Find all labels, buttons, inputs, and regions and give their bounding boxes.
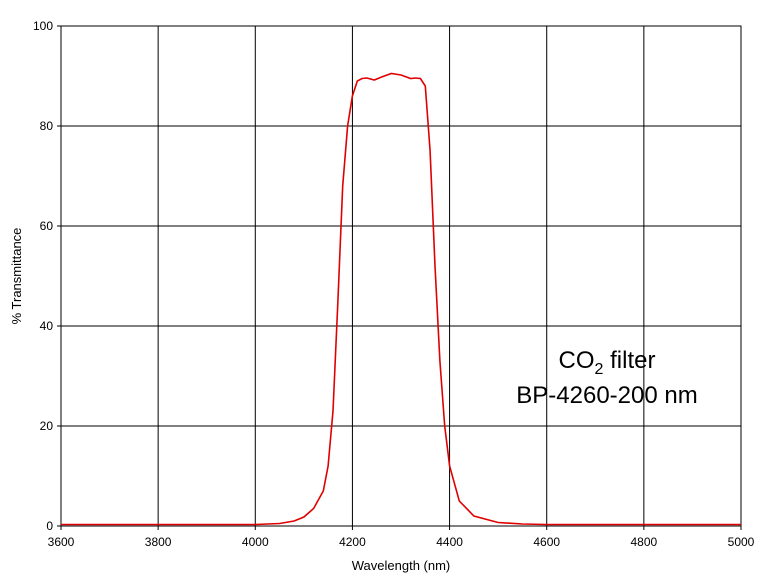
annotation-subscript: 2 xyxy=(595,361,604,378)
x-tick-label: 3800 xyxy=(145,535,172,549)
x-tick-label: 4200 xyxy=(339,535,366,549)
y-tick-label: 0 xyxy=(46,519,53,533)
y-tick-label: 100 xyxy=(33,19,53,33)
x-tick-label: 4800 xyxy=(631,535,658,549)
x-axis-label: Wavelength (nm) xyxy=(352,558,451,573)
annotation-line-1: CO2 filter xyxy=(559,347,656,378)
x-tick-label: 4400 xyxy=(436,535,463,549)
plot-frame xyxy=(60,25,742,527)
grid xyxy=(60,25,742,527)
x-tick-labels: 3600 3800 4000 4200 4400 4600 4800 5000 xyxy=(48,526,755,549)
y-tick-label: 80 xyxy=(40,119,54,133)
x-tick-label: 4600 xyxy=(533,535,560,549)
x-tick-label: 3600 xyxy=(48,535,75,549)
y-tick-label: 40 xyxy=(40,319,54,333)
annotation-line-2: BP-4260-200 nm xyxy=(516,382,697,409)
y-tick-label: 20 xyxy=(40,419,54,433)
y-axis-label: % Transmittance xyxy=(9,228,24,325)
annotation-co: CO xyxy=(559,347,595,374)
annotation-filter: filter xyxy=(603,347,655,374)
x-tick-label: 4000 xyxy=(242,535,269,549)
y-tick-labels: 0 20 40 60 80 100 xyxy=(33,19,61,533)
x-tick-label: 5000 xyxy=(728,535,755,549)
transmittance-series-line xyxy=(61,72,741,526)
y-tick-label: 60 xyxy=(40,219,54,233)
